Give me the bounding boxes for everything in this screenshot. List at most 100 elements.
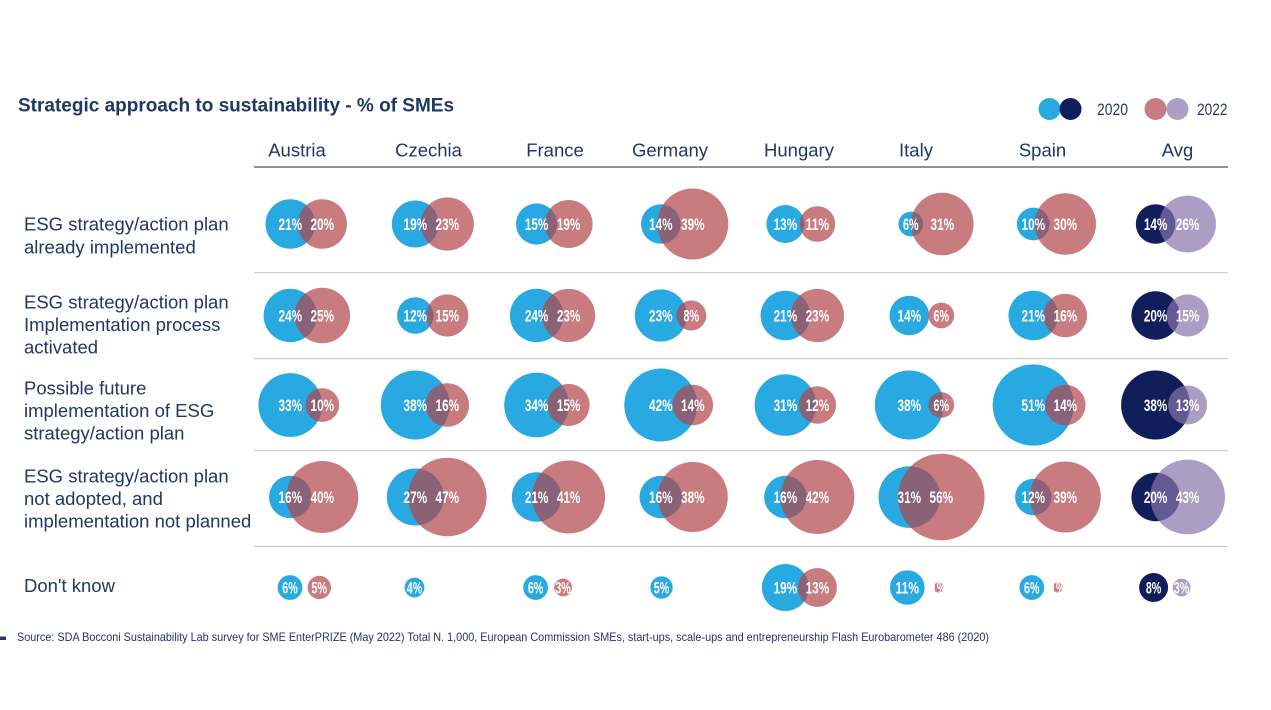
svg-text:6%: 6% xyxy=(528,580,544,598)
svg-text:23%: 23% xyxy=(557,308,581,326)
svg-text:Source: SDA Bocconi Sustainabi: Source: SDA Bocconi Sustainability Lab s… xyxy=(17,630,989,644)
svg-text:3%: 3% xyxy=(555,580,571,598)
svg-text:20%: 20% xyxy=(1144,489,1168,507)
svg-text:41%: 41% xyxy=(557,489,581,507)
svg-text:ESG strategy/action plan: ESG strategy/action plan xyxy=(24,292,229,313)
svg-text:21%: 21% xyxy=(1022,308,1046,326)
svg-text:6%: 6% xyxy=(903,216,919,234)
svg-text:11%: 11% xyxy=(806,216,830,234)
svg-text:15%: 15% xyxy=(436,308,460,326)
svg-text:21%: 21% xyxy=(525,489,549,507)
svg-text:39%: 39% xyxy=(681,216,705,234)
svg-text:implementation of ESG: implementation of ESG xyxy=(24,400,214,421)
svg-text:15%: 15% xyxy=(557,397,581,415)
svg-text:20%: 20% xyxy=(1144,308,1168,326)
svg-text:31%: 31% xyxy=(774,397,798,415)
svg-text:24%: 24% xyxy=(525,308,549,326)
svg-text:15%: 15% xyxy=(525,216,549,234)
svg-text:12%: 12% xyxy=(806,397,830,415)
svg-text:ESG strategy/action plan: ESG strategy/action plan xyxy=(24,214,229,235)
svg-text:14%: 14% xyxy=(681,397,705,415)
svg-text:12%: 12% xyxy=(404,308,428,326)
svg-text:19%: 19% xyxy=(404,216,428,234)
svg-text:Czechia: Czechia xyxy=(395,140,463,161)
svg-text:21%: 21% xyxy=(279,216,303,234)
svg-text:France: France xyxy=(526,140,584,161)
svg-text:33%: 33% xyxy=(279,397,303,415)
svg-text:already implemented: already implemented xyxy=(24,236,196,257)
svg-text:10%: 10% xyxy=(1022,216,1046,234)
svg-text:implementation not planned: implementation not planned xyxy=(24,511,251,532)
svg-text:16%: 16% xyxy=(649,489,673,507)
svg-text:Possible future: Possible future xyxy=(24,378,146,399)
svg-text:12%: 12% xyxy=(1022,489,1046,507)
svg-text:34%: 34% xyxy=(525,397,549,415)
svg-text:5%: 5% xyxy=(312,580,328,598)
svg-text:23%: 23% xyxy=(436,216,460,234)
svg-text:5%: 5% xyxy=(654,580,670,598)
svg-text:Avg: Avg xyxy=(1162,140,1194,161)
svg-text:47%: 47% xyxy=(436,489,460,507)
svg-text:16%: 16% xyxy=(774,489,798,507)
svg-text:38%: 38% xyxy=(1144,397,1168,415)
svg-text:13%: 13% xyxy=(806,580,830,598)
svg-text:23%: 23% xyxy=(806,308,830,326)
svg-text:56%: 56% xyxy=(930,489,954,507)
svg-text:Hungary: Hungary xyxy=(764,140,835,161)
svg-text:ESG strategy/action plan: ESG strategy/action plan xyxy=(24,466,229,487)
svg-text:Implementation process: Implementation process xyxy=(24,314,220,335)
svg-text:6%: 6% xyxy=(1024,580,1040,598)
svg-text:1%: 1% xyxy=(1050,580,1066,598)
svg-text:20%: 20% xyxy=(311,216,335,234)
svg-text:16%: 16% xyxy=(436,397,460,415)
svg-text:19%: 19% xyxy=(557,216,581,234)
svg-text:13%: 13% xyxy=(774,216,798,234)
svg-text:14%: 14% xyxy=(1054,397,1078,415)
svg-text:42%: 42% xyxy=(649,397,673,415)
svg-text:38%: 38% xyxy=(681,489,705,507)
svg-text:16%: 16% xyxy=(1054,308,1078,326)
svg-text:38%: 38% xyxy=(404,397,428,415)
svg-text:40%: 40% xyxy=(311,489,335,507)
svg-text:27%: 27% xyxy=(404,489,428,507)
svg-text:26%: 26% xyxy=(1176,216,1200,234)
svg-text:Austria: Austria xyxy=(268,140,326,161)
svg-text:14%: 14% xyxy=(649,216,673,234)
svg-text:23%: 23% xyxy=(649,308,673,326)
svg-text:51%: 51% xyxy=(1022,397,1046,415)
svg-text:16%: 16% xyxy=(279,489,303,507)
svg-text:strategy/action plan: strategy/action plan xyxy=(24,423,184,444)
svg-text:4%: 4% xyxy=(407,580,423,598)
svg-text:Strategic approach to sustaina: Strategic approach to sustainability - %… xyxy=(18,96,454,117)
svg-text:15%: 15% xyxy=(1176,308,1200,326)
svg-text:not adopted, and: not adopted, and xyxy=(24,488,163,509)
svg-text:21%: 21% xyxy=(774,308,798,326)
svg-text:43%: 43% xyxy=(1176,489,1200,507)
svg-text:8%: 8% xyxy=(684,308,700,326)
svg-text:25%: 25% xyxy=(311,308,335,326)
svg-text:2022: 2022 xyxy=(1197,101,1228,119)
svg-text:6%: 6% xyxy=(934,397,950,415)
svg-text:39%: 39% xyxy=(1054,489,1078,507)
svg-text:11%: 11% xyxy=(896,580,920,598)
svg-text:Spain: Spain xyxy=(1019,140,1066,161)
svg-text:14%: 14% xyxy=(1144,216,1168,234)
svg-text:Italy: Italy xyxy=(899,140,934,161)
svg-text:Don't know: Don't know xyxy=(24,575,116,596)
svg-text:1%: 1% xyxy=(931,580,947,598)
svg-text:8%: 8% xyxy=(1146,580,1162,598)
svg-text:42%: 42% xyxy=(806,489,830,507)
svg-text:14%: 14% xyxy=(898,308,922,326)
svg-text:31%: 31% xyxy=(898,489,922,507)
svg-text:3%: 3% xyxy=(1174,580,1190,598)
svg-text:30%: 30% xyxy=(1054,216,1078,234)
svg-text:activated: activated xyxy=(24,337,98,358)
svg-text:24%: 24% xyxy=(279,308,303,326)
svg-text:Germany: Germany xyxy=(632,140,709,161)
svg-text:2020: 2020 xyxy=(1097,101,1128,119)
svg-text:6%: 6% xyxy=(934,308,950,326)
svg-text:38%: 38% xyxy=(898,397,922,415)
svg-text:31%: 31% xyxy=(931,216,955,234)
svg-text:10%: 10% xyxy=(311,397,335,415)
svg-text:19%: 19% xyxy=(774,580,798,598)
